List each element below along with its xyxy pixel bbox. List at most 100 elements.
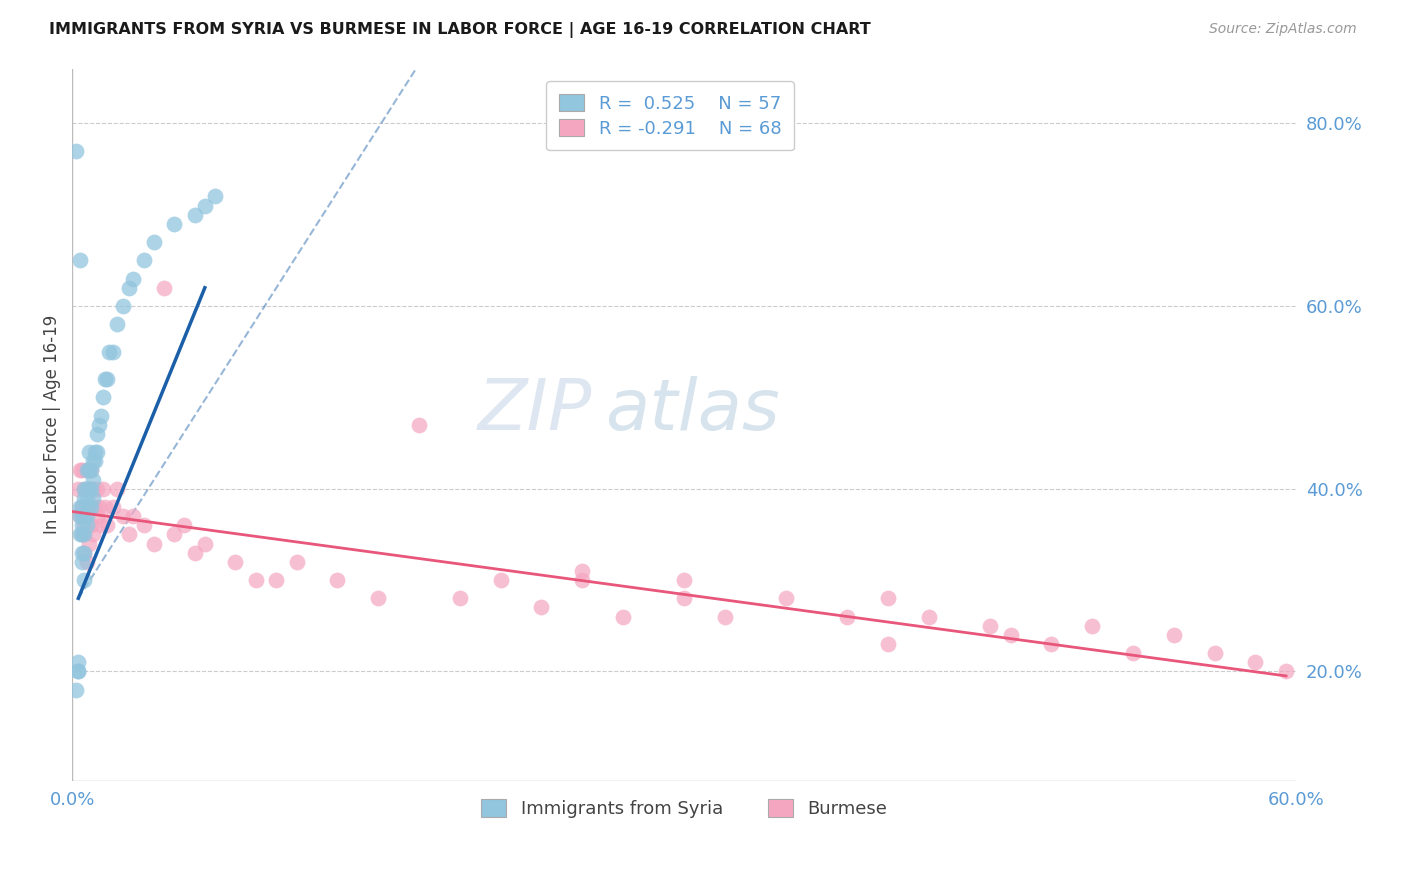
Immigrants from Syria [118, 281, 141, 295]
Immigrants from Syria [82, 454, 104, 468]
Burmese [530, 600, 553, 615]
Text: IMMIGRANTS FROM SYRIA VS BURMESE IN LABOR FORCE | AGE 16-19 CORRELATION CHART: IMMIGRANTS FROM SYRIA VS BURMESE IN LABO… [49, 22, 870, 38]
Burmese [408, 417, 430, 432]
Immigrants from Syria [82, 491, 104, 505]
Burmese [153, 281, 176, 295]
Burmese [73, 518, 96, 533]
Burmese [76, 555, 98, 569]
Burmese [877, 591, 900, 606]
Immigrants from Syria [69, 500, 91, 514]
Burmese [82, 527, 104, 541]
Immigrants from Syria [105, 318, 128, 332]
Burmese [77, 536, 100, 550]
Immigrants from Syria [194, 198, 217, 212]
Burmese [73, 482, 96, 496]
Burmese [105, 482, 128, 496]
Burmese [571, 573, 593, 587]
Immigrants from Syria [72, 546, 94, 560]
Burmese [1122, 646, 1144, 660]
Immigrants from Syria [83, 454, 105, 468]
Immigrants from Syria [91, 390, 114, 404]
Immigrants from Syria [73, 546, 96, 560]
Immigrants from Syria [77, 445, 100, 459]
Burmese [132, 518, 155, 533]
Burmese [285, 555, 308, 569]
Burmese [83, 500, 105, 514]
Burmese [326, 573, 349, 587]
Immigrants from Syria [163, 217, 186, 231]
Immigrants from Syria [76, 463, 98, 477]
Immigrants from Syria [76, 491, 98, 505]
Burmese [112, 509, 135, 524]
Immigrants from Syria [87, 417, 110, 432]
Immigrants from Syria [67, 665, 90, 679]
Immigrants from Syria [132, 253, 155, 268]
Burmese [1275, 665, 1298, 679]
Immigrants from Syria [67, 655, 90, 669]
Immigrants from Syria [69, 253, 91, 268]
Y-axis label: In Labor Force | Age 16-19: In Labor Force | Age 16-19 [44, 315, 60, 534]
Burmese [224, 555, 246, 569]
Burmese [918, 609, 941, 624]
Immigrants from Syria [204, 189, 226, 203]
Burmese [775, 591, 797, 606]
Immigrants from Syria [77, 500, 100, 514]
Burmese [173, 518, 195, 533]
Immigrants from Syria [65, 144, 87, 158]
Immigrants from Syria [76, 518, 98, 533]
Immigrants from Syria [86, 445, 108, 459]
Burmese [94, 500, 117, 514]
Burmese [122, 509, 145, 524]
Burmese [714, 609, 737, 624]
Burmese [79, 463, 101, 477]
Burmese [1244, 655, 1267, 669]
Burmese [69, 463, 91, 477]
Immigrants from Syria [72, 518, 94, 533]
Immigrants from Syria [73, 573, 96, 587]
Immigrants from Syria [101, 344, 124, 359]
Immigrants from Syria [142, 235, 165, 249]
Burmese [101, 500, 124, 514]
Immigrants from Syria [79, 482, 101, 496]
Immigrants from Syria [72, 555, 94, 569]
Burmese [367, 591, 389, 606]
Burmese [1204, 646, 1226, 660]
Burmese [673, 591, 696, 606]
Burmese [1163, 628, 1185, 642]
Burmese [1081, 618, 1104, 632]
Burmese [76, 463, 98, 477]
Burmese [183, 546, 205, 560]
Immigrants from Syria [96, 372, 118, 386]
Immigrants from Syria [86, 426, 108, 441]
Burmese [571, 564, 593, 578]
Immigrants from Syria [72, 500, 94, 514]
Immigrants from Syria [82, 473, 104, 487]
Immigrants from Syria [72, 527, 94, 541]
Burmese [79, 518, 101, 533]
Burmese [90, 518, 112, 533]
Burmese [449, 591, 471, 606]
Immigrants from Syria [69, 527, 91, 541]
Text: atlas: atlas [605, 376, 779, 445]
Immigrants from Syria [69, 509, 91, 524]
Immigrants from Syria [77, 463, 100, 477]
Burmese [979, 618, 1001, 632]
Immigrants from Syria [73, 491, 96, 505]
Immigrants from Syria [65, 682, 87, 697]
Burmese [76, 500, 98, 514]
Burmese [69, 509, 91, 524]
Immigrants from Syria [67, 665, 90, 679]
Immigrants from Syria [79, 463, 101, 477]
Immigrants from Syria [94, 372, 117, 386]
Text: Source: ZipAtlas.com: Source: ZipAtlas.com [1209, 22, 1357, 37]
Burmese [82, 482, 104, 496]
Immigrants from Syria [73, 509, 96, 524]
Burmese [194, 536, 217, 550]
Burmese [877, 637, 900, 651]
Burmese [1000, 628, 1022, 642]
Immigrants from Syria [76, 509, 98, 524]
Burmese [142, 536, 165, 550]
Burmese [673, 573, 696, 587]
Immigrants from Syria [122, 271, 145, 285]
Immigrants from Syria [72, 509, 94, 524]
